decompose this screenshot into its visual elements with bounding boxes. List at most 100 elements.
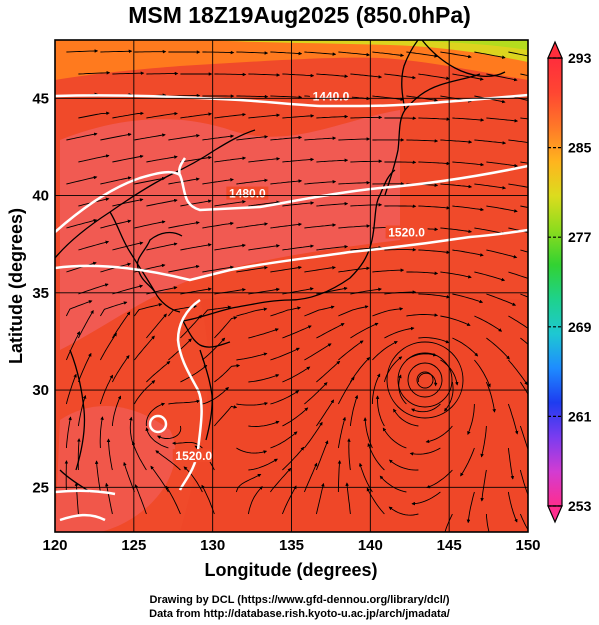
streamline-8 <box>338 51 371 57</box>
streamline-78 <box>350 159 383 163</box>
streamline-221 <box>444 381 454 412</box>
streamline-165 <box>452 293 484 304</box>
streamline-101 <box>180 199 212 207</box>
streamline-23 <box>384 73 417 80</box>
streamline-269 <box>155 450 181 471</box>
streamline-136 <box>418 249 451 255</box>
streamline-216 <box>282 366 311 383</box>
streamline-264 <box>460 447 475 477</box>
streamline-176 <box>338 305 369 317</box>
streamline-43 <box>112 111 144 119</box>
streamline-251 <box>519 425 528 457</box>
streamline-103 <box>248 200 281 207</box>
streamline-258 <box>270 431 298 449</box>
streamline-0 <box>66 49 99 53</box>
streamline-106 <box>350 203 383 207</box>
streamline-27 <box>520 73 528 77</box>
streamline-255 <box>145 427 169 449</box>
streamline-109 <box>452 205 485 212</box>
streamline-237 <box>507 403 519 435</box>
plot-frame <box>54 39 529 533</box>
colorbar-label-293: 293 <box>568 50 592 66</box>
streamline-147 <box>304 265 336 273</box>
streamline-224 <box>65 373 77 405</box>
streamline-139 <box>520 249 528 253</box>
streamline-252 <box>65 416 72 449</box>
streamline-148 <box>338 266 371 273</box>
streamline-75 <box>248 157 281 163</box>
streamline-63 <box>304 136 337 141</box>
streamline-173 <box>236 307 268 317</box>
streamline-279 <box>519 469 528 501</box>
streamline-233 <box>371 373 381 404</box>
streamline-174 <box>270 306 302 317</box>
streamline-70 <box>78 154 110 163</box>
streamline-82 <box>486 161 519 168</box>
streamline-72 <box>146 155 178 163</box>
streamline-132 <box>282 244 315 251</box>
streamline-137 <box>452 249 484 257</box>
streamline-299 <box>247 486 263 515</box>
streamline-197 <box>100 332 117 361</box>
streamline-222 <box>485 381 496 413</box>
streamline-248 <box>393 408 419 427</box>
streamline-240 <box>145 402 166 427</box>
streamline-297 <box>165 485 181 515</box>
streamline-14 <box>78 71 111 75</box>
streamline-295 <box>105 482 113 515</box>
streamline-250 <box>480 425 487 458</box>
streamline-115 <box>168 221 200 229</box>
streamline-24 <box>418 73 450 81</box>
streamline-180 <box>474 315 503 332</box>
colorbar-bottom-arrow <box>547 505 563 524</box>
lon-tick-140: 140 <box>358 537 383 554</box>
lat-tick-45: 45 <box>32 90 49 107</box>
streamline-178 <box>406 313 439 317</box>
streamline-15 <box>112 71 145 76</box>
streamline-203 <box>304 343 332 361</box>
streamline-13 <box>508 51 528 57</box>
streamline-265 <box>507 447 515 480</box>
credit-line-2: Data from http://database.rish.kyoto-u.a… <box>149 608 450 620</box>
streamline-25 <box>452 73 484 81</box>
streamline-66 <box>406 139 439 143</box>
streamline-243 <box>248 420 280 427</box>
streamline-164 <box>418 293 451 299</box>
streamline-102 <box>214 200 246 207</box>
streamline-193 <box>452 337 479 357</box>
streamline-126 <box>78 240 110 251</box>
contour-label-0: 1440.0 <box>313 89 350 103</box>
streamline-182 <box>77 309 94 339</box>
streamline-59 <box>168 133 200 141</box>
streamline-60 <box>202 134 235 141</box>
colorbar-top-arrow <box>547 40 563 59</box>
lat-tick-labels: 25 30 35 40 45 <box>32 90 49 496</box>
streamline-92 <box>338 180 371 185</box>
lat-tick-30: 30 <box>32 382 49 399</box>
streamline-131 <box>248 244 280 251</box>
streamline-21 <box>316 73 349 78</box>
credit-line-1: Drawing by DCL (https://www.gfd-dennou.o… <box>149 594 450 606</box>
streamline-306 <box>485 513 490 532</box>
cyclone-circulation <box>386 341 464 419</box>
streamline-223 <box>520 381 528 395</box>
streamline-293 <box>507 491 518 523</box>
streamline-277 <box>426 469 453 489</box>
streamline-42 <box>78 111 110 119</box>
lon-tick-135: 135 <box>279 537 304 554</box>
streamline-229 <box>236 402 269 406</box>
streamline-177 <box>372 307 404 317</box>
streamline-112 <box>66 218 98 229</box>
streamline-48 <box>282 114 315 119</box>
streamline-88 <box>202 178 234 185</box>
streamline-235 <box>411 403 441 413</box>
streamline-50 <box>350 115 383 120</box>
lat-tick-25: 25 <box>32 479 49 496</box>
streamline-84 <box>66 175 98 185</box>
credit-text: Drawing by DCL (https://www.gfd-dennou.o… <box>0 593 599 621</box>
streamline-145 <box>236 265 268 273</box>
streamline-118 <box>270 222 303 229</box>
streamline-300 <box>281 485 297 515</box>
contour-label-2: 1520.0 <box>388 225 425 239</box>
streamline-11 <box>440 51 472 59</box>
